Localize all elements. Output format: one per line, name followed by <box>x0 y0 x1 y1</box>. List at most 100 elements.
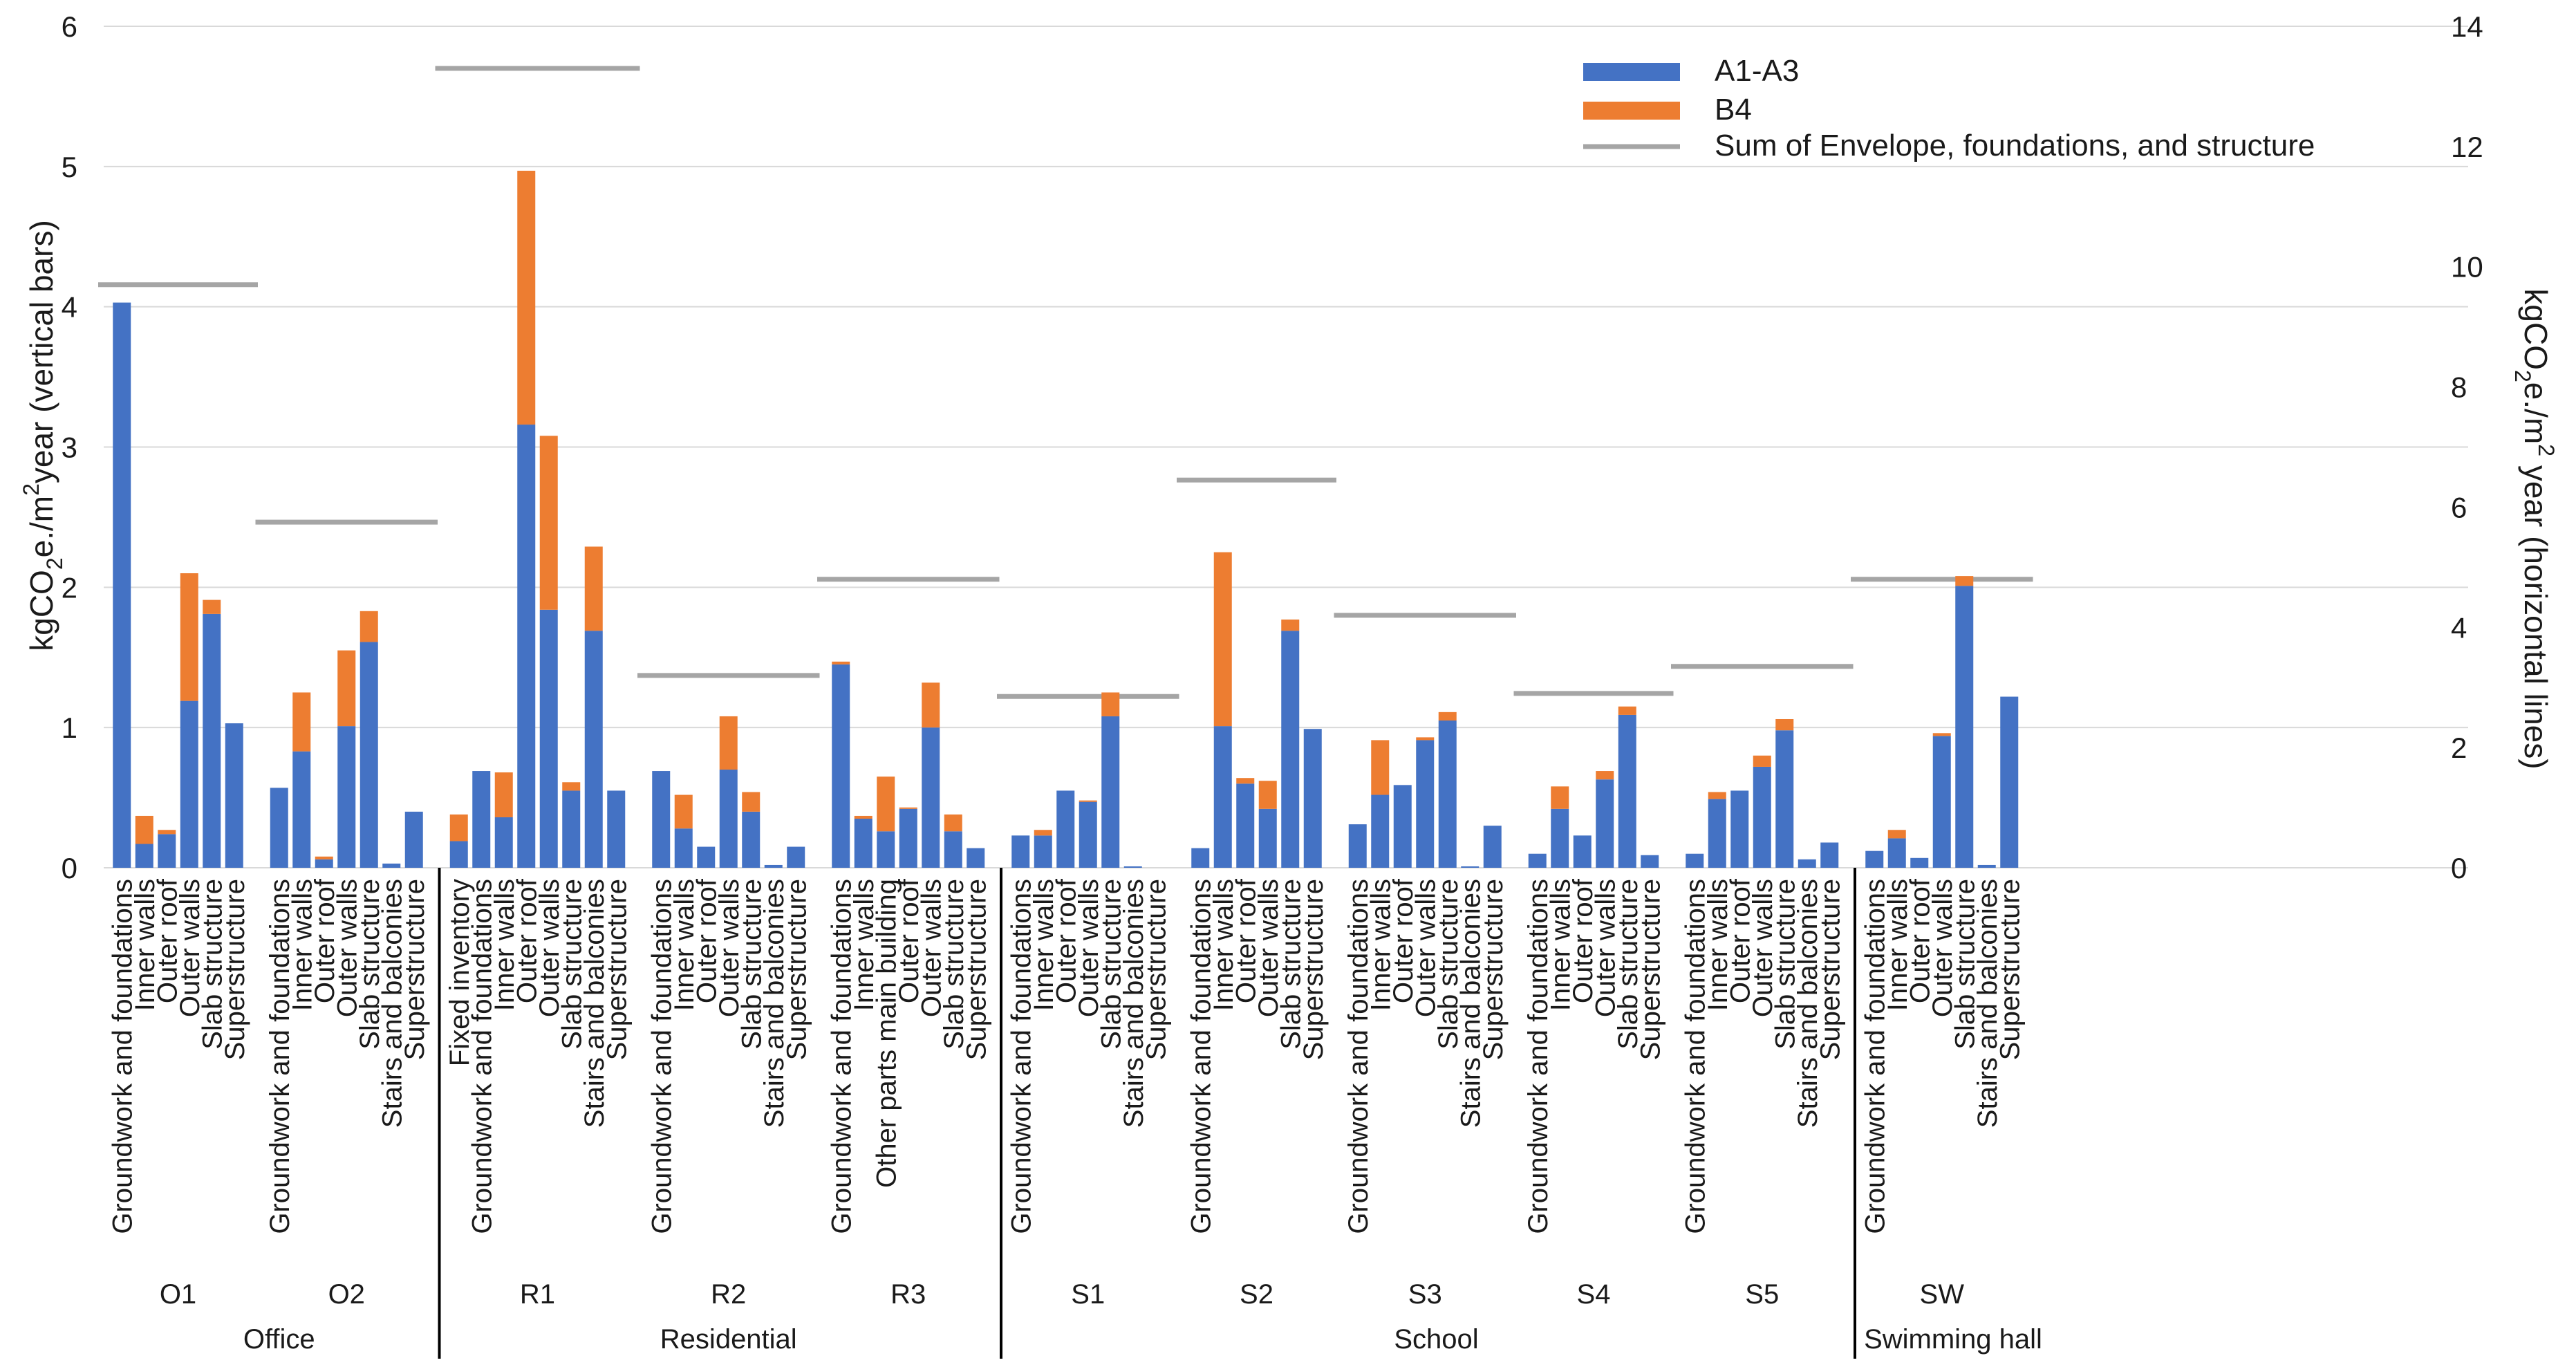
bar-a1a3 <box>135 844 153 868</box>
section-label: School <box>1394 1324 1478 1355</box>
group-label: R2 <box>711 1279 746 1310</box>
category-label: Outer roof <box>1231 878 1261 1003</box>
section-label: Swimming hall <box>1864 1324 2042 1355</box>
bar-a1a3 <box>2000 696 2019 868</box>
bar-a1a3 <box>539 609 558 868</box>
legend-swatch-b4 <box>1583 102 1680 120</box>
right-tick-label: 6 <box>2451 491 2467 523</box>
bar-a1a3 <box>697 846 716 868</box>
bar-a1a3 <box>1079 801 1097 868</box>
bar-b4 <box>944 814 962 832</box>
bar-b4 <box>158 830 176 835</box>
bar-b4 <box>1281 619 1300 631</box>
bar-b4 <box>1596 771 1614 780</box>
bar-b4 <box>1708 792 1726 799</box>
section-label: Residential <box>660 1324 797 1355</box>
group-label: O2 <box>328 1279 365 1310</box>
category-label: Slab structure <box>557 879 587 1050</box>
bar-b4 <box>449 814 468 841</box>
section-label: Office <box>243 1324 315 1355</box>
bar-a1a3 <box>1753 766 1771 868</box>
bar-a1a3 <box>1573 835 1592 868</box>
bar-a1a3 <box>1708 799 1726 868</box>
bar-b4 <box>742 792 760 812</box>
bar-a1a3 <box>1977 864 1996 868</box>
group-label: R1 <box>520 1279 555 1310</box>
bar-a1a3 <box>113 302 131 868</box>
category-label: Inner walls <box>1703 879 1733 1011</box>
group-label: S3 <box>1408 1279 1442 1310</box>
bar-b4 <box>1753 755 1771 767</box>
category-label: Groundwork and foundations <box>265 879 295 1234</box>
left-tick-label: 2 <box>62 571 77 604</box>
bar-a1a3 <box>1101 716 1120 868</box>
category-label: Superstructure <box>400 879 430 1060</box>
bar-b4 <box>1618 706 1636 715</box>
bar-a1a3 <box>562 790 581 868</box>
bar-a1a3 <box>652 771 671 868</box>
bar-a1a3 <box>1730 790 1749 868</box>
category-label: Inner walls <box>849 879 879 1011</box>
category-label: Inner walls <box>669 879 700 1011</box>
bar-a1a3 <box>1303 729 1322 868</box>
category-label: Superstructure <box>1635 879 1665 1060</box>
bar-a1a3 <box>1438 720 1457 868</box>
group-label: S4 <box>1577 1279 1611 1310</box>
bar-b4 <box>1371 740 1390 795</box>
category-label: Superstructure <box>601 879 632 1060</box>
category-label: Groundwork and foundations <box>1186 879 1216 1234</box>
bar-a1a3 <box>292 751 311 868</box>
category-label: Outer walls <box>1074 879 1104 1017</box>
bar-b4 <box>135 815 153 844</box>
bar-b4 <box>1551 786 1569 809</box>
bar-a1a3 <box>877 831 895 868</box>
bar-a1a3 <box>1236 783 1255 868</box>
bar-a1a3 <box>922 727 940 868</box>
category-label: Outer walls <box>332 879 362 1017</box>
bar-a1a3 <box>337 726 356 868</box>
bar-b4 <box>1416 737 1435 741</box>
bar-a1a3 <box>180 700 198 868</box>
bar-b4 <box>315 856 333 859</box>
bar-a1a3 <box>203 613 221 868</box>
category-label: Groundwork and foundations <box>1860 879 1890 1234</box>
category-label: Slab structure <box>939 879 969 1050</box>
left-axis-ticks: 0 1 2 3 4 5 6 <box>62 10 77 884</box>
right-tick-label: 4 <box>2451 611 2467 644</box>
bar-a1a3 <box>742 811 760 868</box>
bar-a1a3 <box>1191 848 1210 868</box>
category-label: Groundwork and foundations <box>107 879 138 1234</box>
category-label: Stairs and balconies <box>1972 879 2003 1128</box>
bar-b4 <box>719 716 738 770</box>
category-label: Outer roof <box>1388 878 1419 1003</box>
bar-b4 <box>922 682 940 728</box>
category-label: Slab structure <box>1770 879 1800 1050</box>
bar-b4 <box>854 815 872 819</box>
category-label: Groundwork and foundations <box>646 879 677 1234</box>
category-label: Outer walls <box>1253 879 1284 1017</box>
category-label: Superstructure <box>781 879 812 1060</box>
group-labels: O1 O2 R1 R2 R3 S1 S2 S3 S4 S5 SW <box>160 1279 1964 1310</box>
bar-b4 <box>1887 830 1906 839</box>
bar-a1a3 <box>517 425 536 868</box>
category-label: Slab structure <box>1613 879 1643 1050</box>
bar-b4 <box>1213 552 1232 727</box>
category-label: Inner walls <box>130 879 160 1011</box>
bar-a1a3 <box>1011 835 1030 868</box>
category-label: Fixed inventory <box>445 879 475 1066</box>
category-label: Groundwork and foundations <box>826 879 857 1234</box>
bar-a1a3 <box>899 808 917 868</box>
bar-a1a3 <box>584 631 603 868</box>
category-label: Outer walls <box>916 879 946 1017</box>
category-label: Slab structure <box>1950 879 1980 1050</box>
section-labels: Office Residential School Swimming hall <box>243 1324 2042 1355</box>
bar-b4 <box>180 573 198 701</box>
group-label: S2 <box>1240 1279 1273 1310</box>
bar-b4 <box>584 546 603 631</box>
right-tick-label: 8 <box>2451 371 2467 404</box>
bar-b4 <box>1101 692 1120 716</box>
right-tick-label: 10 <box>2451 251 2483 283</box>
category-label: Stairs and balconies <box>579 879 610 1128</box>
bar-a1a3 <box>1798 859 1816 868</box>
